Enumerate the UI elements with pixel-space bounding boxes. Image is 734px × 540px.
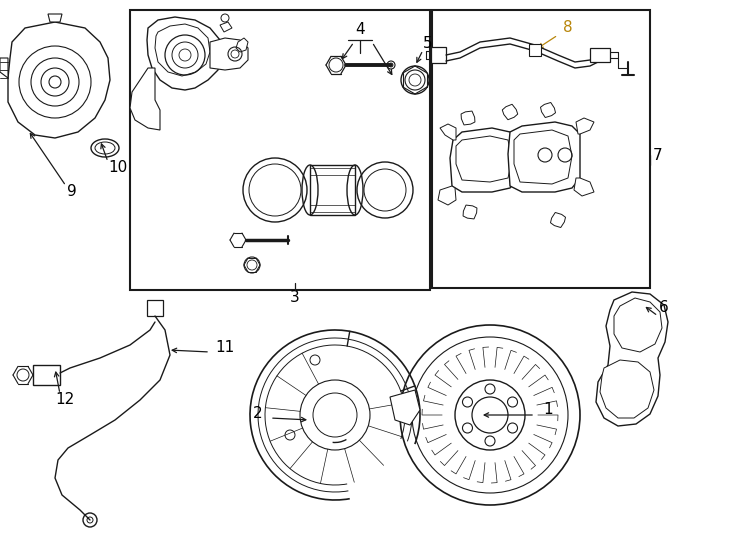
Polygon shape [440, 124, 456, 140]
Bar [130, 10, 430, 290]
Text: 5: 5 [424, 36, 433, 51]
Polygon shape [596, 292, 668, 426]
Polygon shape [456, 136, 512, 182]
Polygon shape [614, 298, 662, 352]
Polygon shape [540, 103, 556, 118]
Text: 3: 3 [290, 289, 300, 305]
Polygon shape [590, 48, 610, 62]
Polygon shape [220, 22, 232, 32]
Polygon shape [502, 104, 517, 120]
Polygon shape [576, 118, 594, 134]
Polygon shape [461, 111, 475, 125]
Polygon shape [550, 212, 565, 227]
Polygon shape [390, 390, 420, 425]
Bar [432, 10, 650, 288]
Text: 2: 2 [253, 406, 263, 421]
Polygon shape [600, 360, 654, 418]
Text: 4: 4 [355, 23, 365, 37]
Text: 6: 6 [659, 300, 669, 315]
Polygon shape [8, 22, 110, 138]
Polygon shape [450, 128, 518, 192]
Polygon shape [438, 186, 456, 205]
Text: 10: 10 [109, 160, 128, 176]
Polygon shape [147, 17, 222, 90]
Text: 1: 1 [543, 402, 553, 417]
Polygon shape [147, 300, 163, 316]
Polygon shape [574, 178, 594, 196]
Polygon shape [431, 47, 446, 63]
Polygon shape [514, 130, 572, 184]
Polygon shape [155, 24, 210, 76]
Text: 9: 9 [67, 185, 77, 199]
Text: 8: 8 [563, 19, 573, 35]
Polygon shape [529, 44, 541, 56]
Polygon shape [463, 205, 477, 219]
Polygon shape [33, 365, 60, 385]
Bar [310, 165, 355, 215]
Polygon shape [508, 122, 580, 192]
Polygon shape [0, 58, 8, 78]
Polygon shape [48, 14, 62, 22]
Polygon shape [236, 38, 248, 52]
Text: 12: 12 [55, 393, 75, 408]
Text: 7: 7 [653, 147, 663, 163]
Polygon shape [210, 38, 248, 70]
Text: 11: 11 [215, 340, 235, 354]
Polygon shape [130, 68, 160, 130]
